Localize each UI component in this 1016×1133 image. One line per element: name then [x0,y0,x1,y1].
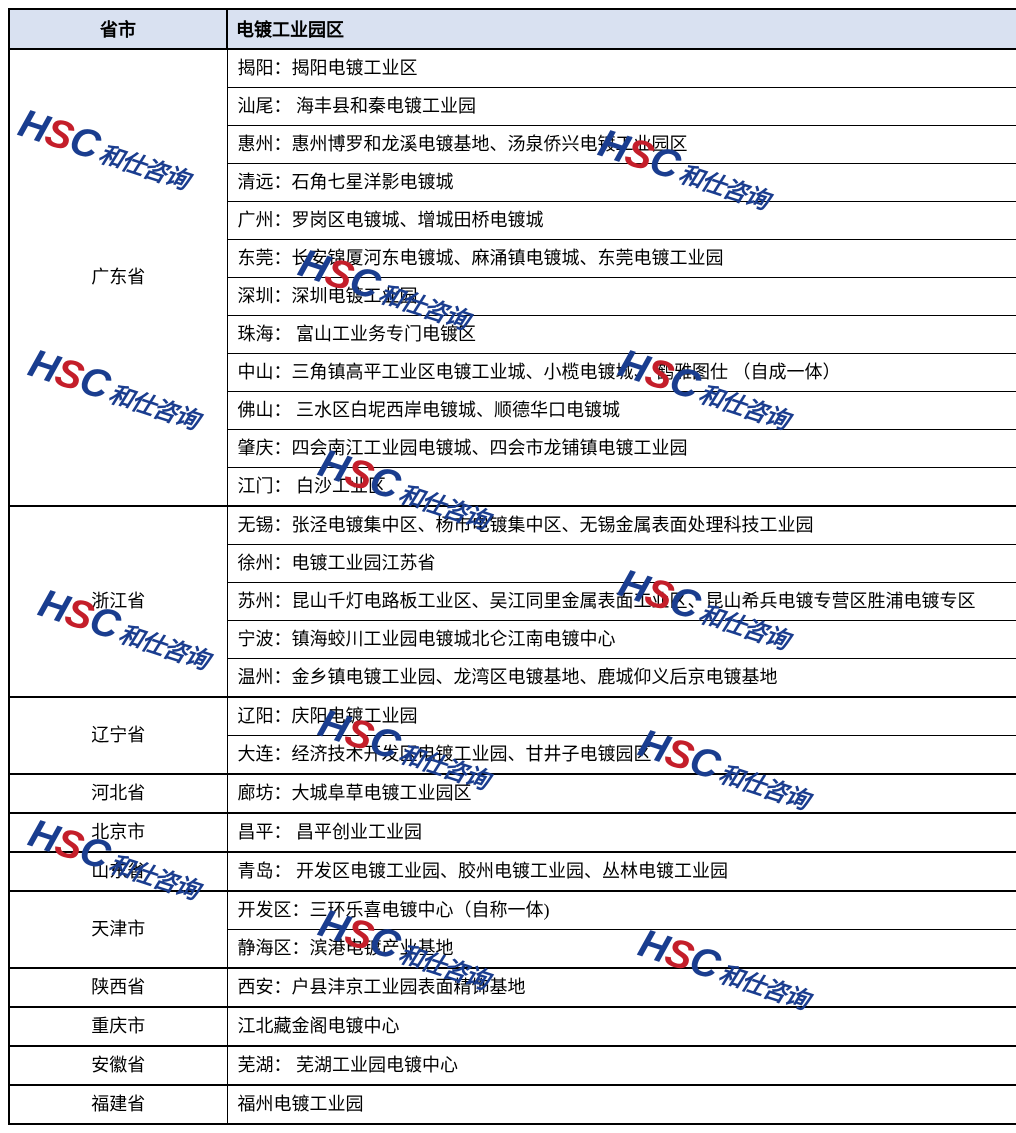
park-cell: 江门： 白沙工业区 [227,468,1016,507]
park-cell: 无锡：张泾电镀集中区、杨市电镀集中区、无锡金属表面处理科技工业园 [227,506,1016,545]
park-cell: 苏州：昆山千灯电路板工业区、吴江同里金属表面工业区、昆山希兵电镀专营区胜浦电镀专… [227,583,1016,621]
province-cell: 河北省 [9,774,227,813]
table-row: 天津市开发区：三环乐喜电镀中心（自称一体) [9,891,1016,930]
park-cell: 温州：金乡镇电镀工业园、龙湾区电镀基地、鹿城仰义后京电镀基地 [227,659,1016,698]
province-cell: 福建省 [9,1085,227,1124]
park-cell: 昌平： 昌平创业工业园 [227,813,1016,852]
park-cell: 静海区：滨港电镀产业基地 [227,930,1016,969]
park-cell: 芜湖： 芜湖工业园电镀中心 [227,1046,1016,1085]
table-row: 陕西省西安：户县沣京工业园表面精饰基地 [9,968,1016,1007]
park-cell: 徐州：电镀工业园江苏省 [227,545,1016,583]
park-cell: 廊坊：大城阜草电镀工业园区 [227,774,1016,813]
table-row: 广东省揭阳：揭阳电镀工业区 [9,49,1016,88]
table-row: 重庆市江北藏金阁电镀中心 [9,1007,1016,1046]
park-cell: 肇庆：四会南江工业园电镀城、四会市龙铺镇电镀工业园 [227,430,1016,468]
park-cell: 深圳：深圳电镀工业园 [227,278,1016,316]
province-cell: 安徽省 [9,1046,227,1085]
province-cell: 辽宁省 [9,697,227,774]
table-row: 北京市昌平： 昌平创业工业园 [9,813,1016,852]
parks-table: 省市 电镀工业园区 广东省揭阳：揭阳电镀工业区汕尾： 海丰县和秦电镀工业园惠州：… [8,8,1016,1125]
province-cell: 重庆市 [9,1007,227,1046]
park-cell: 宁波：镇海蛟川工业园电镀城北仑江南电镀中心 [227,621,1016,659]
park-cell: 辽阳：庆阳电镀工业园 [227,697,1016,736]
park-cell: 揭阳：揭阳电镀工业区 [227,49,1016,88]
table-row: 辽宁省辽阳：庆阳电镀工业园 [9,697,1016,736]
province-cell: 山东省 [9,852,227,891]
table-body: 广东省揭阳：揭阳电镀工业区汕尾： 海丰县和秦电镀工业园惠州：惠州博罗和龙溪电镀基… [9,49,1016,1124]
park-cell: 中山：三角镇高平工业区电镀工业城、小榄电镀城、 鹤雅图仕 （自成一体） [227,354,1016,392]
park-cell: 东莞：长安锦厦河东电镀城、麻涌镇电镀城、东莞电镀工业园 [227,240,1016,278]
park-cell: 清远：石角七星洋影电镀城 [227,164,1016,202]
park-cell: 惠州：惠州博罗和龙溪电镀基地、汤泉侨兴电镀工业园区 [227,126,1016,164]
table-row: 安徽省芜湖： 芜湖工业园电镀中心 [9,1046,1016,1085]
province-cell: 天津市 [9,891,227,968]
header-province: 省市 [9,9,227,49]
province-cell: 广东省 [9,49,227,506]
park-cell: 福州电镀工业园 [227,1085,1016,1124]
park-cell: 大连：经济技术开发区电镀工业园、甘井子电镀园区 [227,736,1016,775]
table-row: 福建省福州电镀工业园 [9,1085,1016,1124]
province-cell: 北京市 [9,813,227,852]
table-row: 河北省廊坊：大城阜草电镀工业园区 [9,774,1016,813]
park-cell: 广州：罗岗区电镀城、增城田桥电镀城 [227,202,1016,240]
province-cell: 浙江省 [9,506,227,697]
park-cell: 珠海： 富山工业务专门电镀区 [227,316,1016,354]
park-cell: 青岛： 开发区电镀工业园、胶州电镀工业园、丛林电镀工业园 [227,852,1016,891]
table-row: 浙江省无锡：张泾电镀集中区、杨市电镀集中区、无锡金属表面处理科技工业园 [9,506,1016,545]
table-row: 山东省青岛： 开发区电镀工业园、胶州电镀工业园、丛林电镀工业园 [9,852,1016,891]
park-cell: 西安：户县沣京工业园表面精饰基地 [227,968,1016,1007]
header-parks: 电镀工业园区 [227,9,1016,49]
park-cell: 江北藏金阁电镀中心 [227,1007,1016,1046]
province-cell: 陕西省 [9,968,227,1007]
park-cell: 汕尾： 海丰县和秦电镀工业园 [227,88,1016,126]
park-cell: 佛山： 三水区白坭西岸电镀城、顺德华口电镀城 [227,392,1016,430]
park-cell: 开发区：三环乐喜电镀中心（自称一体) [227,891,1016,930]
